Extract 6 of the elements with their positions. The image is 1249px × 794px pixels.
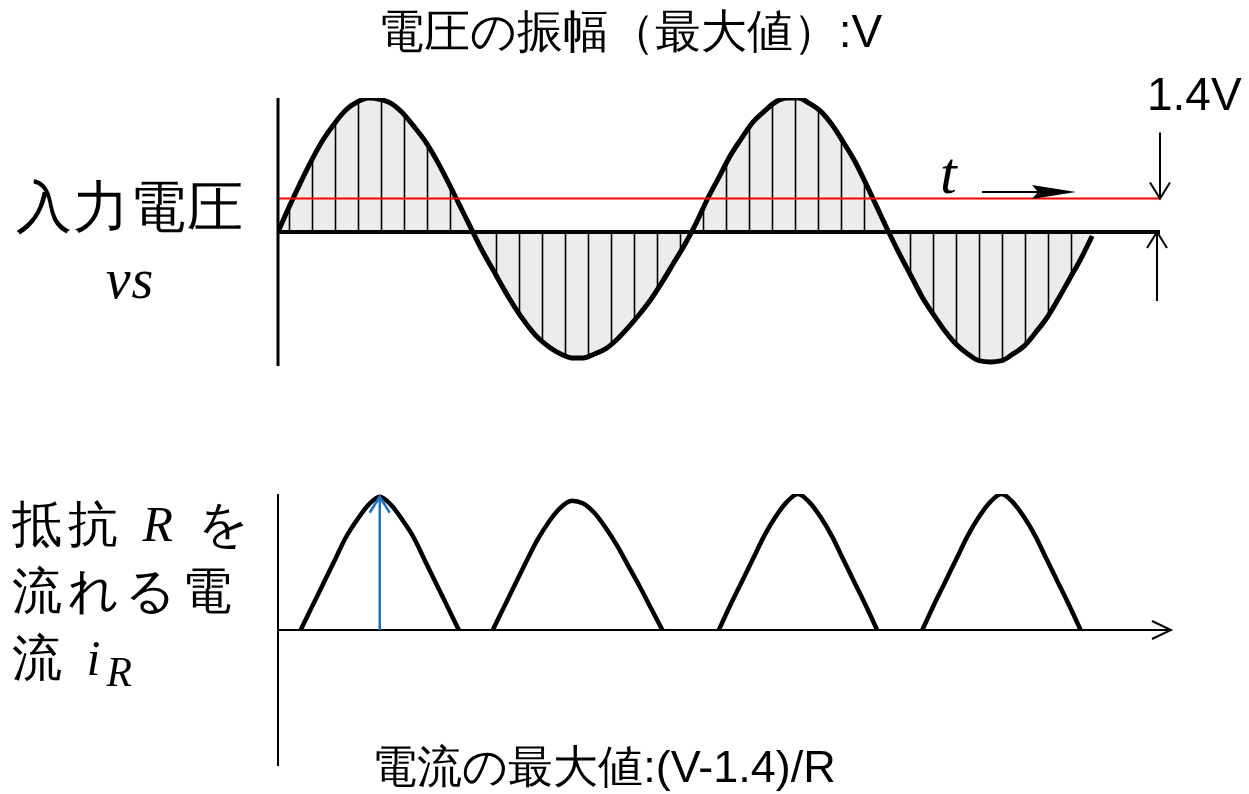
text: 電流の最大値:(V-1.4)/R [371,741,837,792]
ref-line-label: 1.4V [1147,67,1242,120]
y-axis-title: 入力電圧 vs [16,176,244,310]
x-axis-title: t [940,140,957,206]
chart-title: 電圧の振幅（最大値）:V [376,5,884,57]
y-axis-title: 抵抗 R を流れる電流 i$_{R}$ [12,496,255,695]
